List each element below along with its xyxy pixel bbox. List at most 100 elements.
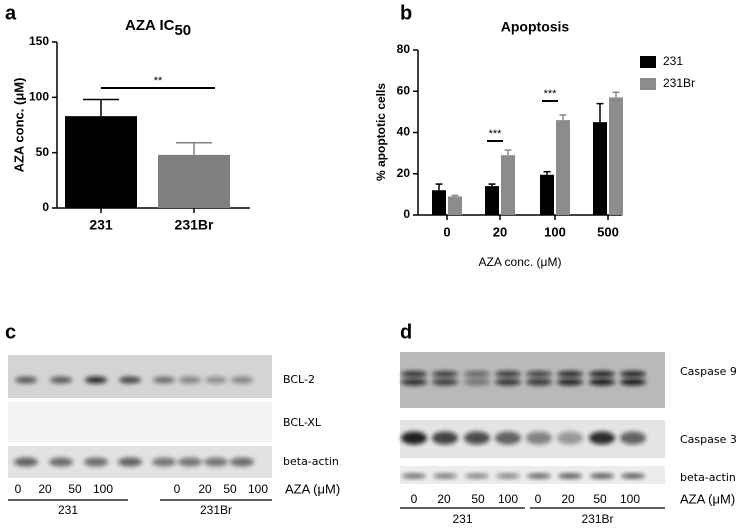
blot-band bbox=[557, 378, 583, 386]
lane-label: 50 bbox=[68, 482, 82, 496]
blot-band bbox=[496, 473, 520, 479]
bar bbox=[556, 120, 570, 215]
bar bbox=[448, 196, 462, 215]
blot-band bbox=[620, 431, 646, 445]
blot-band bbox=[589, 378, 615, 386]
blot-band bbox=[495, 378, 521, 386]
blot-row-label: beta-actin bbox=[680, 471, 736, 484]
lane-label: 0 bbox=[15, 482, 22, 496]
y-tick-label: 60 bbox=[397, 83, 411, 97]
y-tick-label: 100 bbox=[29, 90, 49, 104]
blot-band bbox=[230, 457, 254, 467]
blot-band bbox=[231, 376, 253, 384]
bar bbox=[609, 97, 623, 215]
y-tick-label: 40 bbox=[397, 125, 411, 139]
blot-band bbox=[118, 457, 142, 467]
bar bbox=[158, 154, 230, 208]
lane-label: 50 bbox=[593, 492, 607, 506]
blot-band bbox=[620, 371, 646, 377]
bar bbox=[65, 116, 137, 208]
lane-label: 20 bbox=[561, 492, 575, 506]
blot-band bbox=[152, 457, 176, 467]
blot-band bbox=[15, 376, 37, 384]
blot-band bbox=[589, 431, 615, 445]
panel-label: d bbox=[400, 321, 412, 343]
blot-row-label: BCL-XL bbox=[283, 416, 322, 429]
lane-label: 20 bbox=[198, 482, 212, 496]
blot-row-label: beta-actin bbox=[283, 455, 339, 468]
blot-band bbox=[620, 378, 646, 386]
blot-band bbox=[526, 431, 552, 445]
x-tick-label: 0 bbox=[443, 224, 450, 239]
blot-band bbox=[558, 473, 582, 479]
lane-label: 0 bbox=[411, 492, 418, 506]
bar bbox=[540, 174, 554, 215]
legend-swatch bbox=[640, 56, 656, 68]
bar bbox=[485, 186, 499, 215]
y-tick-label: 20 bbox=[397, 166, 411, 180]
lane-label: 20 bbox=[437, 492, 451, 506]
blot-band bbox=[495, 371, 521, 377]
blot-row-label: BCL-2 bbox=[283, 373, 315, 386]
blot-band bbox=[432, 378, 458, 386]
x-tick-label: 231Br bbox=[175, 217, 214, 233]
y-tick-label: 50 bbox=[36, 145, 50, 159]
blot-band bbox=[50, 376, 72, 384]
y-tick-label: 0 bbox=[42, 200, 49, 214]
unit-label: AZA (μM) bbox=[285, 481, 340, 496]
blot-band bbox=[464, 371, 490, 377]
blot-band bbox=[495, 431, 521, 445]
blot-band bbox=[590, 473, 614, 479]
unit-label: AZA (μM) bbox=[680, 491, 735, 506]
blot-band bbox=[464, 378, 490, 386]
group-label: 231Br bbox=[581, 512, 613, 526]
legend-swatch bbox=[640, 78, 656, 90]
panel-label: b bbox=[400, 2, 412, 24]
y-axis-label: AZA conc. (μM) bbox=[11, 78, 26, 173]
bar bbox=[432, 190, 446, 215]
blot-band bbox=[589, 371, 615, 377]
bar bbox=[501, 155, 515, 215]
significance-label: ** bbox=[154, 75, 163, 87]
lane-label: 100 bbox=[93, 482, 113, 496]
blot-band bbox=[119, 376, 141, 384]
blot-band bbox=[14, 457, 38, 467]
chart-title: Apoptosis bbox=[501, 19, 570, 35]
y-tick-label: 0 bbox=[403, 207, 410, 221]
blot-band bbox=[526, 378, 552, 386]
lane-label: 100 bbox=[620, 492, 640, 506]
blot-band bbox=[205, 376, 227, 384]
blot-band bbox=[84, 457, 108, 467]
blot-band bbox=[527, 473, 551, 479]
blot-band bbox=[401, 378, 427, 386]
legend-label: 231 bbox=[663, 54, 683, 68]
group-label: 231Br bbox=[200, 503, 232, 517]
blot-band bbox=[432, 371, 458, 377]
lane-label: 100 bbox=[248, 482, 268, 496]
panel-label: c bbox=[5, 321, 16, 343]
blot-strip bbox=[8, 355, 272, 398]
blot-band bbox=[179, 376, 201, 384]
y-tick-label: 150 bbox=[29, 34, 49, 48]
blot-band bbox=[153, 376, 175, 384]
blot-band bbox=[433, 473, 457, 479]
blot-band bbox=[178, 457, 202, 467]
blot-band bbox=[465, 473, 489, 479]
blot-band bbox=[85, 376, 107, 384]
blot-band bbox=[401, 371, 427, 377]
significance-label: *** bbox=[489, 128, 503, 140]
blot-band bbox=[526, 371, 552, 377]
blot-band bbox=[557, 431, 583, 445]
x-tick-label: 20 bbox=[493, 224, 507, 239]
x-tick-label: 231 bbox=[89, 217, 113, 233]
blot-row-label: Caspase 9 bbox=[680, 365, 737, 378]
blot-band bbox=[402, 473, 426, 479]
blot-band bbox=[204, 457, 228, 467]
legend-label: 231Br bbox=[663, 76, 695, 90]
group-label: 231 bbox=[58, 503, 78, 517]
lane-label: 20 bbox=[38, 482, 52, 496]
significance-label: *** bbox=[544, 88, 558, 100]
bar bbox=[593, 122, 607, 215]
group-label: 231 bbox=[452, 512, 472, 526]
